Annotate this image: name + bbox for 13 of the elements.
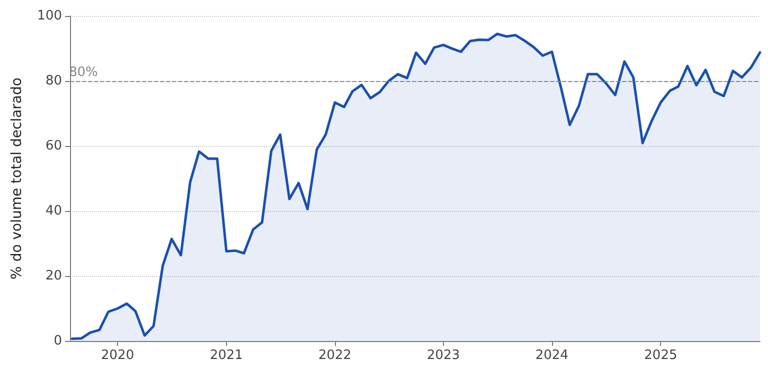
y-tick-label: 0 <box>54 334 62 348</box>
x-tick-label: 2023 <box>426 348 460 363</box>
y-axis-title: % do volume total declarado <box>9 78 25 280</box>
x-tick-label: 2025 <box>644 348 678 363</box>
x-tick-label: 2021 <box>210 348 243 363</box>
y-tick-label: 60 <box>45 138 62 154</box>
y-tick-label: 20 <box>45 268 62 284</box>
x-tick-label: 2024 <box>535 348 568 363</box>
x-tick-label: 2022 <box>318 348 352 363</box>
y-tick-label: 80 <box>45 74 62 88</box>
y-tick-label: 40 <box>45 204 62 218</box>
y-tick-label: 100 <box>37 8 62 24</box>
x-tick-label: 2020 <box>101 348 134 363</box>
